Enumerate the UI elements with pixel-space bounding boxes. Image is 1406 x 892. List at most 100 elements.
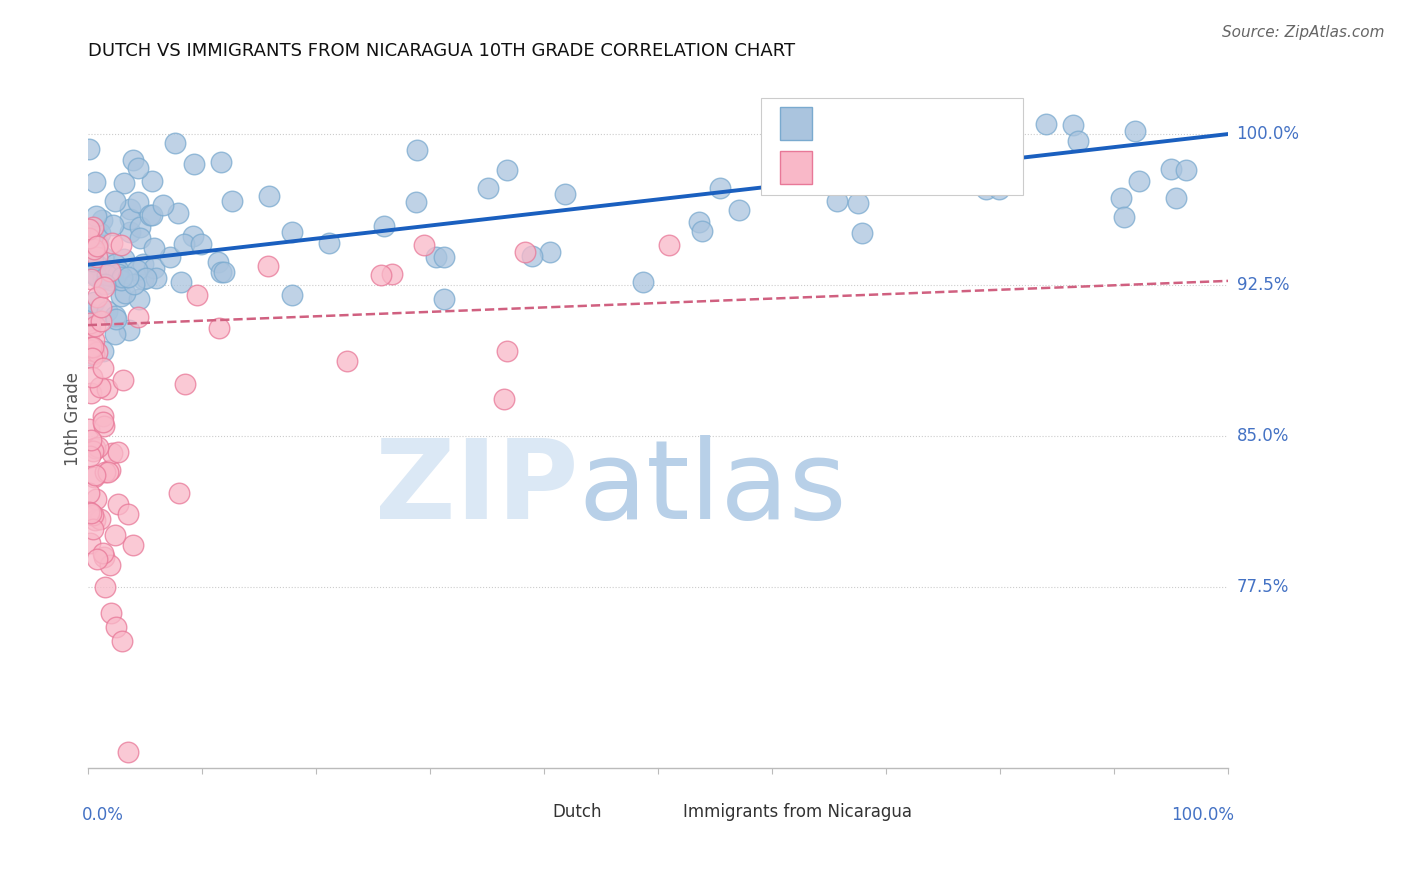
Point — [89, 512, 111, 526]
Point — [190, 237, 212, 252]
Point — [93, 415, 115, 429]
Point — [112, 176, 135, 190]
Text: Dutch: Dutch — [553, 804, 602, 822]
Point — [84, 441, 107, 455]
Point — [79, 536, 101, 550]
Point — [1000, 117, 1022, 131]
Point — [84, 468, 107, 483]
Point — [631, 275, 654, 289]
Point — [121, 153, 143, 167]
Point — [1128, 174, 1150, 188]
Text: 92.5%: 92.5% — [1237, 276, 1289, 293]
Point — [101, 269, 124, 284]
Point — [77, 326, 100, 341]
Text: 100.0%: 100.0% — [1237, 125, 1299, 143]
Point — [86, 551, 108, 566]
Point — [127, 263, 149, 277]
Point — [127, 194, 149, 209]
Point — [82, 351, 104, 365]
Point — [221, 194, 243, 208]
Point — [107, 445, 129, 459]
Point — [82, 508, 104, 522]
Text: Source: ZipAtlas.com: Source: ZipAtlas.com — [1222, 25, 1385, 40]
Point — [77, 142, 100, 156]
Point — [1035, 117, 1057, 131]
Point — [127, 161, 149, 176]
Text: 0.031: 0.031 — [855, 159, 912, 177]
Point — [104, 257, 127, 271]
Point — [111, 634, 134, 648]
Point — [79, 322, 101, 336]
Point — [174, 377, 197, 392]
Point — [1174, 163, 1197, 178]
FancyBboxPatch shape — [761, 97, 1024, 195]
Point — [77, 348, 100, 362]
Point — [84, 268, 107, 283]
Point — [280, 225, 302, 239]
Point — [433, 250, 456, 264]
Point — [118, 202, 141, 216]
Point — [166, 206, 188, 220]
Bar — [780, 107, 813, 140]
Point — [86, 258, 108, 272]
Text: N =: N = — [915, 114, 955, 132]
Point — [1062, 118, 1084, 132]
Point — [96, 382, 118, 396]
Point — [496, 343, 519, 358]
Point — [79, 450, 101, 464]
Point — [100, 446, 122, 460]
Point — [77, 231, 100, 245]
Point — [141, 208, 163, 222]
Text: DUTCH VS IMMIGRANTS FROM NICARAGUA 10TH GRADE CORRELATION CHART: DUTCH VS IMMIGRANTS FROM NICARAGUA 10TH … — [87, 42, 794, 60]
Point — [101, 218, 124, 232]
Point — [84, 267, 107, 281]
Point — [82, 522, 104, 536]
Point — [100, 273, 122, 287]
Point — [165, 136, 187, 151]
Point — [90, 314, 112, 328]
Point — [83, 470, 105, 484]
Point — [93, 419, 115, 434]
Point — [107, 267, 129, 281]
Point — [94, 465, 117, 479]
Point — [83, 294, 105, 309]
Point — [128, 231, 150, 245]
Point — [112, 252, 135, 267]
Point — [496, 163, 519, 178]
Point — [96, 268, 118, 282]
Point — [139, 208, 162, 222]
Point — [82, 254, 104, 268]
Point — [84, 492, 107, 507]
Point — [79, 343, 101, 357]
Text: N =: N = — [915, 159, 955, 177]
Point — [513, 245, 536, 260]
Point — [120, 225, 142, 239]
Text: R =: R = — [821, 159, 860, 177]
Point — [94, 277, 117, 291]
Point — [86, 236, 108, 251]
Point — [122, 277, 145, 291]
Point — [79, 272, 101, 286]
Point — [84, 209, 107, 223]
Point — [851, 226, 873, 240]
Point — [79, 316, 101, 330]
Point — [183, 157, 205, 171]
Point — [105, 620, 128, 634]
Point — [79, 433, 101, 447]
Point — [93, 360, 115, 375]
Point — [84, 221, 107, 235]
Point — [159, 250, 181, 264]
Point — [104, 528, 127, 542]
Point — [852, 134, 875, 148]
Point — [98, 558, 121, 573]
Point — [91, 343, 114, 358]
Text: 82: 82 — [946, 159, 979, 177]
Point — [93, 545, 115, 559]
Point — [128, 292, 150, 306]
Point — [117, 270, 139, 285]
Text: 100.0%: 100.0% — [1171, 806, 1234, 824]
Bar — [652, 801, 678, 823]
Point — [110, 272, 132, 286]
Point — [129, 220, 152, 235]
Text: 117: 117 — [946, 114, 984, 132]
